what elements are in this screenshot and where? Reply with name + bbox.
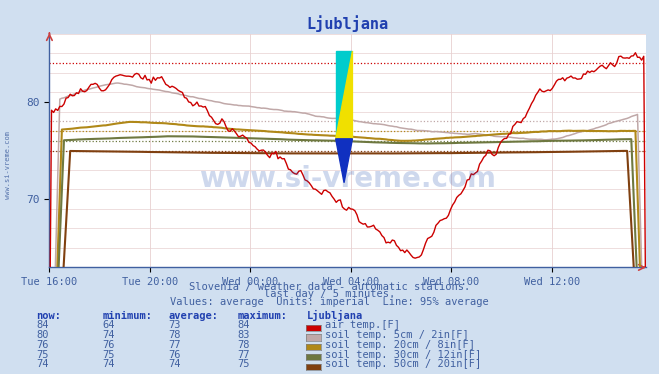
Text: 74: 74 bbox=[168, 359, 181, 369]
Text: 74: 74 bbox=[102, 330, 115, 340]
Text: 75: 75 bbox=[36, 350, 49, 359]
Text: Ljubljana: Ljubljana bbox=[306, 310, 362, 321]
Text: www.si-vreme.com: www.si-vreme.com bbox=[199, 165, 496, 193]
Text: maximum:: maximum: bbox=[237, 311, 287, 321]
Text: 76: 76 bbox=[36, 340, 49, 350]
Text: 76: 76 bbox=[168, 350, 181, 359]
Text: 84: 84 bbox=[237, 321, 250, 330]
Text: soil temp. 5cm / 2in[F]: soil temp. 5cm / 2in[F] bbox=[325, 330, 469, 340]
Text: 77: 77 bbox=[237, 350, 250, 359]
Text: 64: 64 bbox=[102, 321, 115, 330]
Text: last day / 5 minutes.: last day / 5 minutes. bbox=[264, 289, 395, 299]
Text: 75: 75 bbox=[237, 359, 250, 369]
Text: 77: 77 bbox=[168, 340, 181, 350]
Title: Ljubljana: Ljubljana bbox=[306, 16, 389, 33]
Text: now:: now: bbox=[36, 311, 61, 321]
Text: air temp.[F]: air temp.[F] bbox=[325, 321, 400, 330]
Text: 83: 83 bbox=[237, 330, 250, 340]
Text: Slovenia / weather data - automatic stations.: Slovenia / weather data - automatic stat… bbox=[189, 282, 470, 292]
Text: 80: 80 bbox=[36, 330, 49, 340]
Text: 84: 84 bbox=[36, 321, 49, 330]
Polygon shape bbox=[335, 51, 353, 139]
Text: 75: 75 bbox=[102, 350, 115, 359]
Polygon shape bbox=[335, 51, 353, 139]
Polygon shape bbox=[335, 139, 353, 183]
Text: www.si-vreme.com: www.si-vreme.com bbox=[5, 131, 11, 199]
Text: 74: 74 bbox=[102, 359, 115, 369]
Text: minimum:: minimum: bbox=[102, 311, 152, 321]
Text: soil temp. 50cm / 20in[F]: soil temp. 50cm / 20in[F] bbox=[325, 359, 481, 369]
Text: 78: 78 bbox=[237, 340, 250, 350]
Text: 78: 78 bbox=[168, 330, 181, 340]
Text: average:: average: bbox=[168, 311, 218, 321]
Text: 73: 73 bbox=[168, 321, 181, 330]
Text: soil temp. 20cm / 8in[F]: soil temp. 20cm / 8in[F] bbox=[325, 340, 475, 350]
Text: Values: average  Units: imperial  Line: 95% average: Values: average Units: imperial Line: 95… bbox=[170, 297, 489, 307]
Text: 76: 76 bbox=[102, 340, 115, 350]
Text: soil temp. 30cm / 12in[F]: soil temp. 30cm / 12in[F] bbox=[325, 350, 481, 359]
Text: 74: 74 bbox=[36, 359, 49, 369]
